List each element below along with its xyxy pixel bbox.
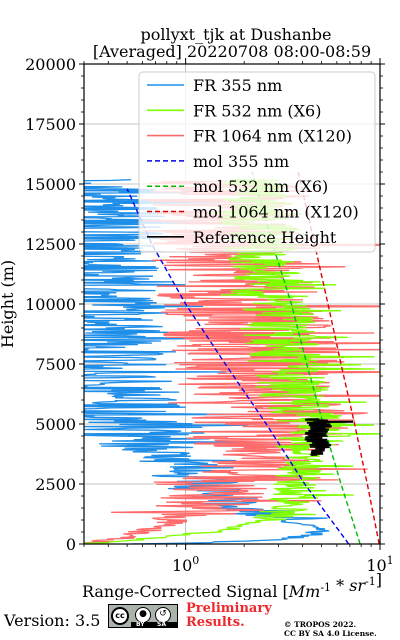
y-tick-label: 12500 xyxy=(25,235,76,254)
series-line xyxy=(126,188,350,544)
license-strip: BY SA xyxy=(131,621,177,628)
chart-title-line1: pollyxt_tjk at Dushanbe xyxy=(140,25,331,44)
legend-entry: mol 355 nm xyxy=(193,152,289,171)
preliminary-notice: Preliminary Results. xyxy=(186,602,272,630)
y-tick-labels: 0 2500 5000 7500 10000 12500 15000 17500 20000 xyxy=(25,55,76,554)
x-tick-label: 101 xyxy=(366,554,393,575)
sa-text: SA xyxy=(157,621,166,628)
y-tick-label: 7500 xyxy=(35,355,76,374)
legend-entry: Reference Height xyxy=(193,228,337,247)
copyright-line2: CC BY SA 4.0 License. xyxy=(284,629,377,638)
legend-box xyxy=(138,71,376,253)
y-tick-label: 2500 xyxy=(35,475,76,494)
version-label: Version: 3.5 xyxy=(4,611,101,630)
legend-entry: FR 355 nm xyxy=(193,76,282,95)
series-mol-355-nm xyxy=(126,188,350,544)
series-reference-height xyxy=(304,418,354,456)
y-tick-label: 15000 xyxy=(25,175,76,194)
legend-entry: FR 532 nm (X6) xyxy=(193,101,321,120)
copyright-notice: © TROPOS 2022. CC BY SA 4.0 License. xyxy=(284,620,377,638)
by-text: BY xyxy=(136,621,145,628)
series-line xyxy=(304,418,354,456)
y-tick-label: 17500 xyxy=(25,115,76,134)
preliminary-line2: Results. xyxy=(186,615,245,630)
copyright-line1: © TROPOS 2022. xyxy=(284,620,357,629)
chart-title-line2: [Averaged] 20220708 08:00-08:59 xyxy=(93,42,371,61)
legend-entry: mol 1064 nm (X120) xyxy=(193,203,359,222)
cc-license-badge: cc ● ↺ BY SA xyxy=(108,604,178,628)
x-axis-label: Range-Corrected Signal [Mm-1 * sr-1] xyxy=(82,570,382,600)
chart: pollyxt_tjk at Dushanbe [Averaged] 20220… xyxy=(0,25,394,600)
y-tick-label: 5000 xyxy=(35,415,76,434)
share-alike-icon: ↺ xyxy=(155,607,171,623)
preliminary-line1: Preliminary xyxy=(186,601,272,616)
legend-entry: FR 1064 nm (X120) xyxy=(193,127,352,146)
y-tick-label: 0 xyxy=(66,535,76,554)
legend: FR 355 nm FR 532 nm (X6) FR 1064 nm (X120)… xyxy=(138,71,376,253)
y-tick-label: 20000 xyxy=(25,55,76,74)
cc-icon: cc xyxy=(111,607,129,625)
x-tick-labels: 100 101 xyxy=(172,554,394,575)
footer: Version: 3.5 cc ● ↺ BY SA Preliminary Re… xyxy=(0,600,400,640)
y-tick-label: 10000 xyxy=(25,295,76,314)
legend-entry: mol 532 nm (X6) xyxy=(193,177,328,196)
tick-marks xyxy=(79,58,385,550)
x-tick-label: 100 xyxy=(172,554,199,575)
y-axis-label: Height (m) xyxy=(0,260,17,348)
